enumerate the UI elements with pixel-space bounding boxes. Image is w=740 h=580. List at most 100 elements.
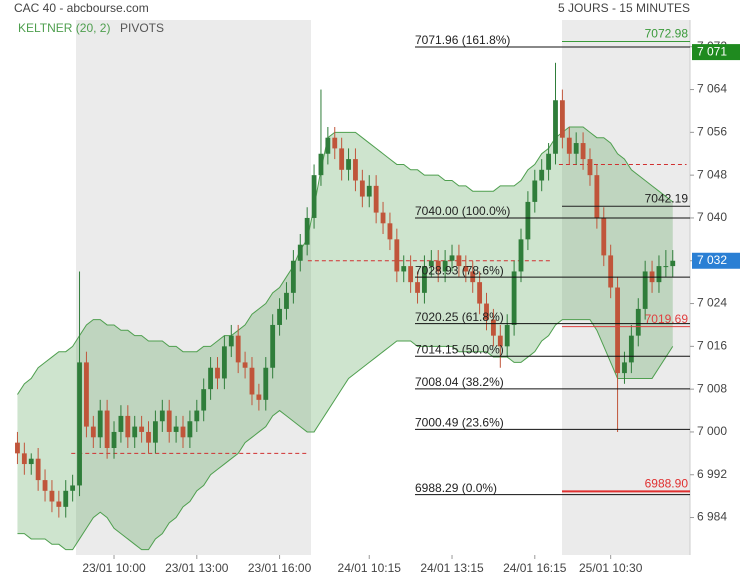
- candle-body: [180, 426, 186, 438]
- candle-body: [580, 143, 586, 160]
- candle-body: [380, 212, 386, 224]
- legend-pivots[interactable]: PIVOTS: [120, 21, 164, 35]
- y-tick-label: 7 048: [697, 167, 727, 181]
- candle-body: [670, 260, 676, 267]
- fib-label: 7071.96 (161.8%): [415, 33, 510, 47]
- candle-body: [97, 410, 103, 438]
- candle-body: [622, 362, 627, 374]
- candle-body: [628, 335, 634, 363]
- candle-body: [256, 394, 262, 400]
- candle-body: [290, 260, 296, 293]
- x-tick-label: 24/01 13:15: [420, 561, 484, 575]
- candle-body: [132, 426, 138, 438]
- candle-body: [201, 389, 207, 411]
- candle-body: [656, 266, 662, 283]
- fib-label: 7028.93 (78.6%): [415, 263, 504, 277]
- session-shade: [562, 20, 690, 555]
- candle-body: [532, 180, 538, 202]
- candle-body: [166, 410, 172, 432]
- candle-body: [297, 244, 303, 261]
- y-tick-label: 6 984: [697, 510, 727, 524]
- keltner-fill: [17, 127, 673, 550]
- candle-body: [366, 185, 372, 197]
- candle-body: [373, 185, 379, 213]
- candle-body: [49, 490, 55, 502]
- y-tick-label: 7 024: [697, 296, 727, 310]
- candle-body: [594, 175, 600, 218]
- fib-label: 7014.15 (50.0%): [415, 342, 504, 356]
- fib-label: 7000.49 (23.6%): [415, 416, 504, 430]
- candle-body: [642, 271, 648, 309]
- candle-body: [359, 180, 365, 197]
- candle-body: [587, 159, 593, 176]
- chart-title: CAC 40 - abcbourse.com: [14, 1, 149, 15]
- candle-body: [159, 410, 165, 422]
- chart-subtitle: 5 JOURS - 15 MINUTES: [558, 1, 690, 15]
- candle-body: [525, 201, 531, 240]
- candle-body: [422, 266, 427, 293]
- candle-body: [63, 490, 69, 507]
- candle-body: [28, 458, 34, 465]
- candle-body: [125, 415, 131, 438]
- candle-body: [332, 137, 338, 149]
- candle-body: [139, 426, 145, 432]
- candle-body: [15, 442, 20, 454]
- y-tick-label: 7 056: [697, 125, 727, 139]
- candle-body: [104, 410, 110, 448]
- y-tick-label: 7 008: [697, 381, 727, 395]
- keltner-lower: [17, 319, 674, 551]
- candle-body: [277, 308, 282, 325]
- candle-body: [21, 453, 27, 465]
- candle-body: [152, 421, 158, 443]
- candle-body: [504, 324, 510, 347]
- x-tick-label: 24/01 16:15: [503, 561, 567, 575]
- candle-body: [442, 260, 448, 272]
- candle-body: [235, 335, 241, 363]
- candle-body: [173, 426, 179, 432]
- legend-keltner[interactable]: KELTNER (20, 2): [18, 21, 110, 35]
- fib-label: 7020.25 (61.8%): [415, 310, 504, 324]
- fib-label: 7008.04 (38.2%): [415, 375, 504, 389]
- candle-body: [263, 367, 269, 400]
- candle-body: [608, 255, 614, 288]
- fib-label: 6988.29 (0.0%): [415, 481, 497, 495]
- candle-body: [304, 217, 310, 245]
- candle-body: [449, 255, 455, 261]
- x-tick-label: 23/01 13:00: [165, 561, 229, 575]
- candle-body: [56, 501, 62, 507]
- x-tick-label: 23/01 16:00: [248, 561, 312, 575]
- y-tick-label: 7 016: [697, 339, 727, 353]
- candle-body: [311, 175, 317, 218]
- candle-body: [539, 169, 545, 181]
- candle-body: [284, 292, 289, 309]
- candle-body: [42, 480, 48, 491]
- candle-body: [394, 239, 400, 272]
- candle-body: [484, 303, 489, 320]
- x-tick-label: 23/01 10:00: [82, 561, 146, 575]
- candle-body: [339, 148, 345, 170]
- candle-body: [401, 266, 407, 272]
- candle-body: [415, 282, 420, 293]
- candle-body: [546, 153, 552, 170]
- y-tick-label: 6 992: [697, 467, 727, 481]
- candle-body: [194, 410, 200, 422]
- candle-body: [497, 335, 503, 347]
- last-price-label: 7 071: [697, 44, 727, 58]
- candle-body: [566, 137, 572, 154]
- candle-body: [221, 346, 227, 379]
- candle-body: [490, 319, 496, 336]
- y-tick-label: 7 000: [697, 424, 727, 438]
- last-price-box: [692, 252, 740, 269]
- candle-body: [435, 260, 441, 272]
- candle-body: [70, 485, 76, 491]
- candle-body: [249, 367, 255, 395]
- candle-body: [215, 367, 220, 379]
- candle-body: [77, 362, 82, 486]
- candle-body: [318, 153, 324, 176]
- candle-body: [511, 271, 517, 325]
- candle-body: [353, 159, 358, 181]
- candle-body: [456, 255, 462, 267]
- candle-body: [35, 458, 41, 481]
- candle-body: [518, 239, 524, 272]
